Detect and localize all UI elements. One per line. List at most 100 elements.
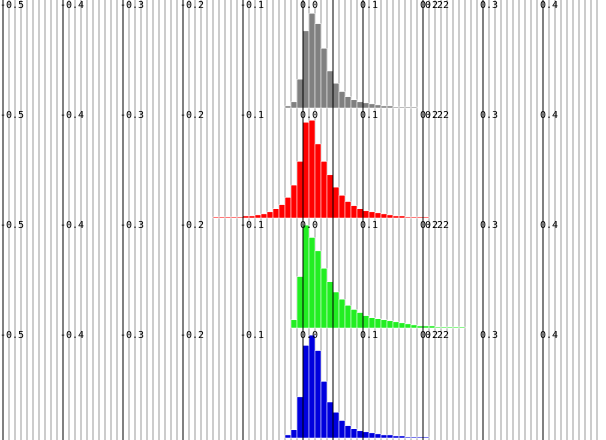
x-tick-label: 0.0	[300, 0, 318, 11]
x-tick-label: 0.1	[360, 220, 378, 231]
histogram-bar	[344, 96, 352, 109]
histogram-bar	[440, 326, 448, 329]
histogram-bar	[314, 250, 322, 329]
histogram-bar	[224, 216, 232, 219]
histogram-bar	[290, 429, 298, 439]
histogram-bar	[380, 213, 388, 219]
histogram-bar	[314, 143, 322, 219]
x-tick-label: -0.2	[180, 0, 204, 11]
histogram-bar	[404, 323, 412, 329]
histogram-bar	[398, 106, 406, 109]
histogram-bar	[320, 161, 328, 219]
histogram-bar	[428, 325, 436, 329]
histogram-bar	[416, 325, 424, 329]
histogram-bar	[446, 326, 454, 329]
histogram-bar	[248, 215, 256, 219]
histogram-bar	[236, 216, 244, 219]
x-tick-label: -0.1	[240, 330, 264, 341]
x-tick-label: 0.1	[360, 330, 378, 341]
histogram-bar	[344, 305, 352, 329]
histogram-bar	[398, 435, 406, 439]
histogram-bar	[362, 210, 370, 219]
x-tick-label: -0.3	[120, 330, 144, 341]
histogram-bar	[392, 106, 400, 109]
histogram-bar	[212, 216, 220, 219]
histogram-bar	[404, 436, 412, 439]
histogram-bar	[302, 224, 310, 329]
histogram-bar	[314, 350, 322, 439]
histogram-bar	[398, 215, 406, 219]
histogram-bar	[344, 201, 352, 219]
histogram-bar	[338, 420, 346, 439]
histogram-bar	[368, 211, 376, 219]
histogram-bar	[302, 30, 310, 109]
histogram-bar	[458, 326, 466, 329]
histogram-bar	[272, 208, 280, 219]
histogram-bar	[386, 320, 394, 329]
histogram-bar	[368, 103, 376, 109]
histogram-bar	[434, 326, 442, 329]
annotation: 0.22	[425, 330, 449, 341]
x-tick-label: -0.5	[0, 220, 24, 231]
x-tick-label: -0.2	[180, 110, 204, 121]
histogram-bar	[380, 105, 388, 109]
x-tick-label: 0.4	[540, 220, 558, 231]
histogram-bar	[338, 91, 346, 109]
annotation: 0.22	[425, 0, 449, 11]
x-tick-label: -0.4	[60, 0, 84, 11]
x-tick-label: 0.3	[480, 330, 498, 341]
x-tick-label: -0.3	[120, 220, 144, 231]
histogram-bar	[308, 334, 316, 439]
histogram-bar	[362, 102, 370, 109]
histogram-bar	[284, 434, 292, 439]
histogram-bar	[332, 291, 340, 329]
histogram-bar	[332, 186, 340, 219]
histogram-bar	[338, 195, 346, 219]
histogram-bar	[308, 13, 316, 109]
histogram-bar	[356, 312, 364, 329]
x-tick-label: 0.2	[420, 330, 438, 341]
histogram-bar	[380, 434, 388, 439]
histogram-bar	[332, 412, 340, 439]
histogram-bar	[362, 431, 370, 439]
histogram-bar	[368, 432, 376, 439]
x-tick-label: -0.4	[60, 330, 84, 341]
annotation: 0.22	[425, 220, 449, 231]
x-tick-label: 0.3	[480, 110, 498, 121]
histogram-bar	[356, 430, 364, 439]
histogram-bar	[386, 214, 394, 219]
histogram-bar	[410, 106, 418, 109]
histogram-bar	[392, 435, 400, 439]
histogram-bar	[242, 215, 250, 219]
histogram-bar	[284, 197, 292, 219]
histogram-bar	[332, 83, 340, 109]
histogram-bar	[296, 276, 304, 329]
histogram-bar	[350, 205, 358, 219]
histogram-bar	[320, 381, 328, 439]
x-tick-label: 0.1	[360, 0, 378, 11]
x-tick-label: 0.0	[300, 330, 318, 341]
histogram-bar	[350, 309, 358, 329]
histogram-bar	[410, 216, 418, 219]
histogram-bar	[296, 78, 304, 109]
histogram-bar	[326, 174, 334, 219]
x-tick-label: 0.4	[540, 330, 558, 341]
x-tick-label: 0.2	[420, 110, 438, 121]
x-tick-label: -0.1	[240, 220, 264, 231]
histogram-bar	[350, 99, 358, 109]
x-tick-label: 0.3	[480, 0, 498, 11]
x-tick-label: -0.1	[240, 0, 264, 11]
histogram-bar	[344, 425, 352, 439]
histogram-bar	[362, 315, 370, 329]
histogram-bar	[290, 184, 298, 219]
histogram-bar	[314, 23, 322, 109]
histogram-bar	[356, 208, 364, 219]
x-tick-label: 0.2	[420, 0, 438, 11]
histogram-bar	[416, 436, 424, 439]
histogram-bar	[416, 216, 424, 219]
histogram-bar	[374, 104, 382, 109]
x-tick-label: 0.4	[540, 0, 558, 11]
histogram-bar	[254, 214, 262, 219]
histogram-bar	[260, 213, 268, 219]
histogram-bar	[452, 326, 460, 329]
